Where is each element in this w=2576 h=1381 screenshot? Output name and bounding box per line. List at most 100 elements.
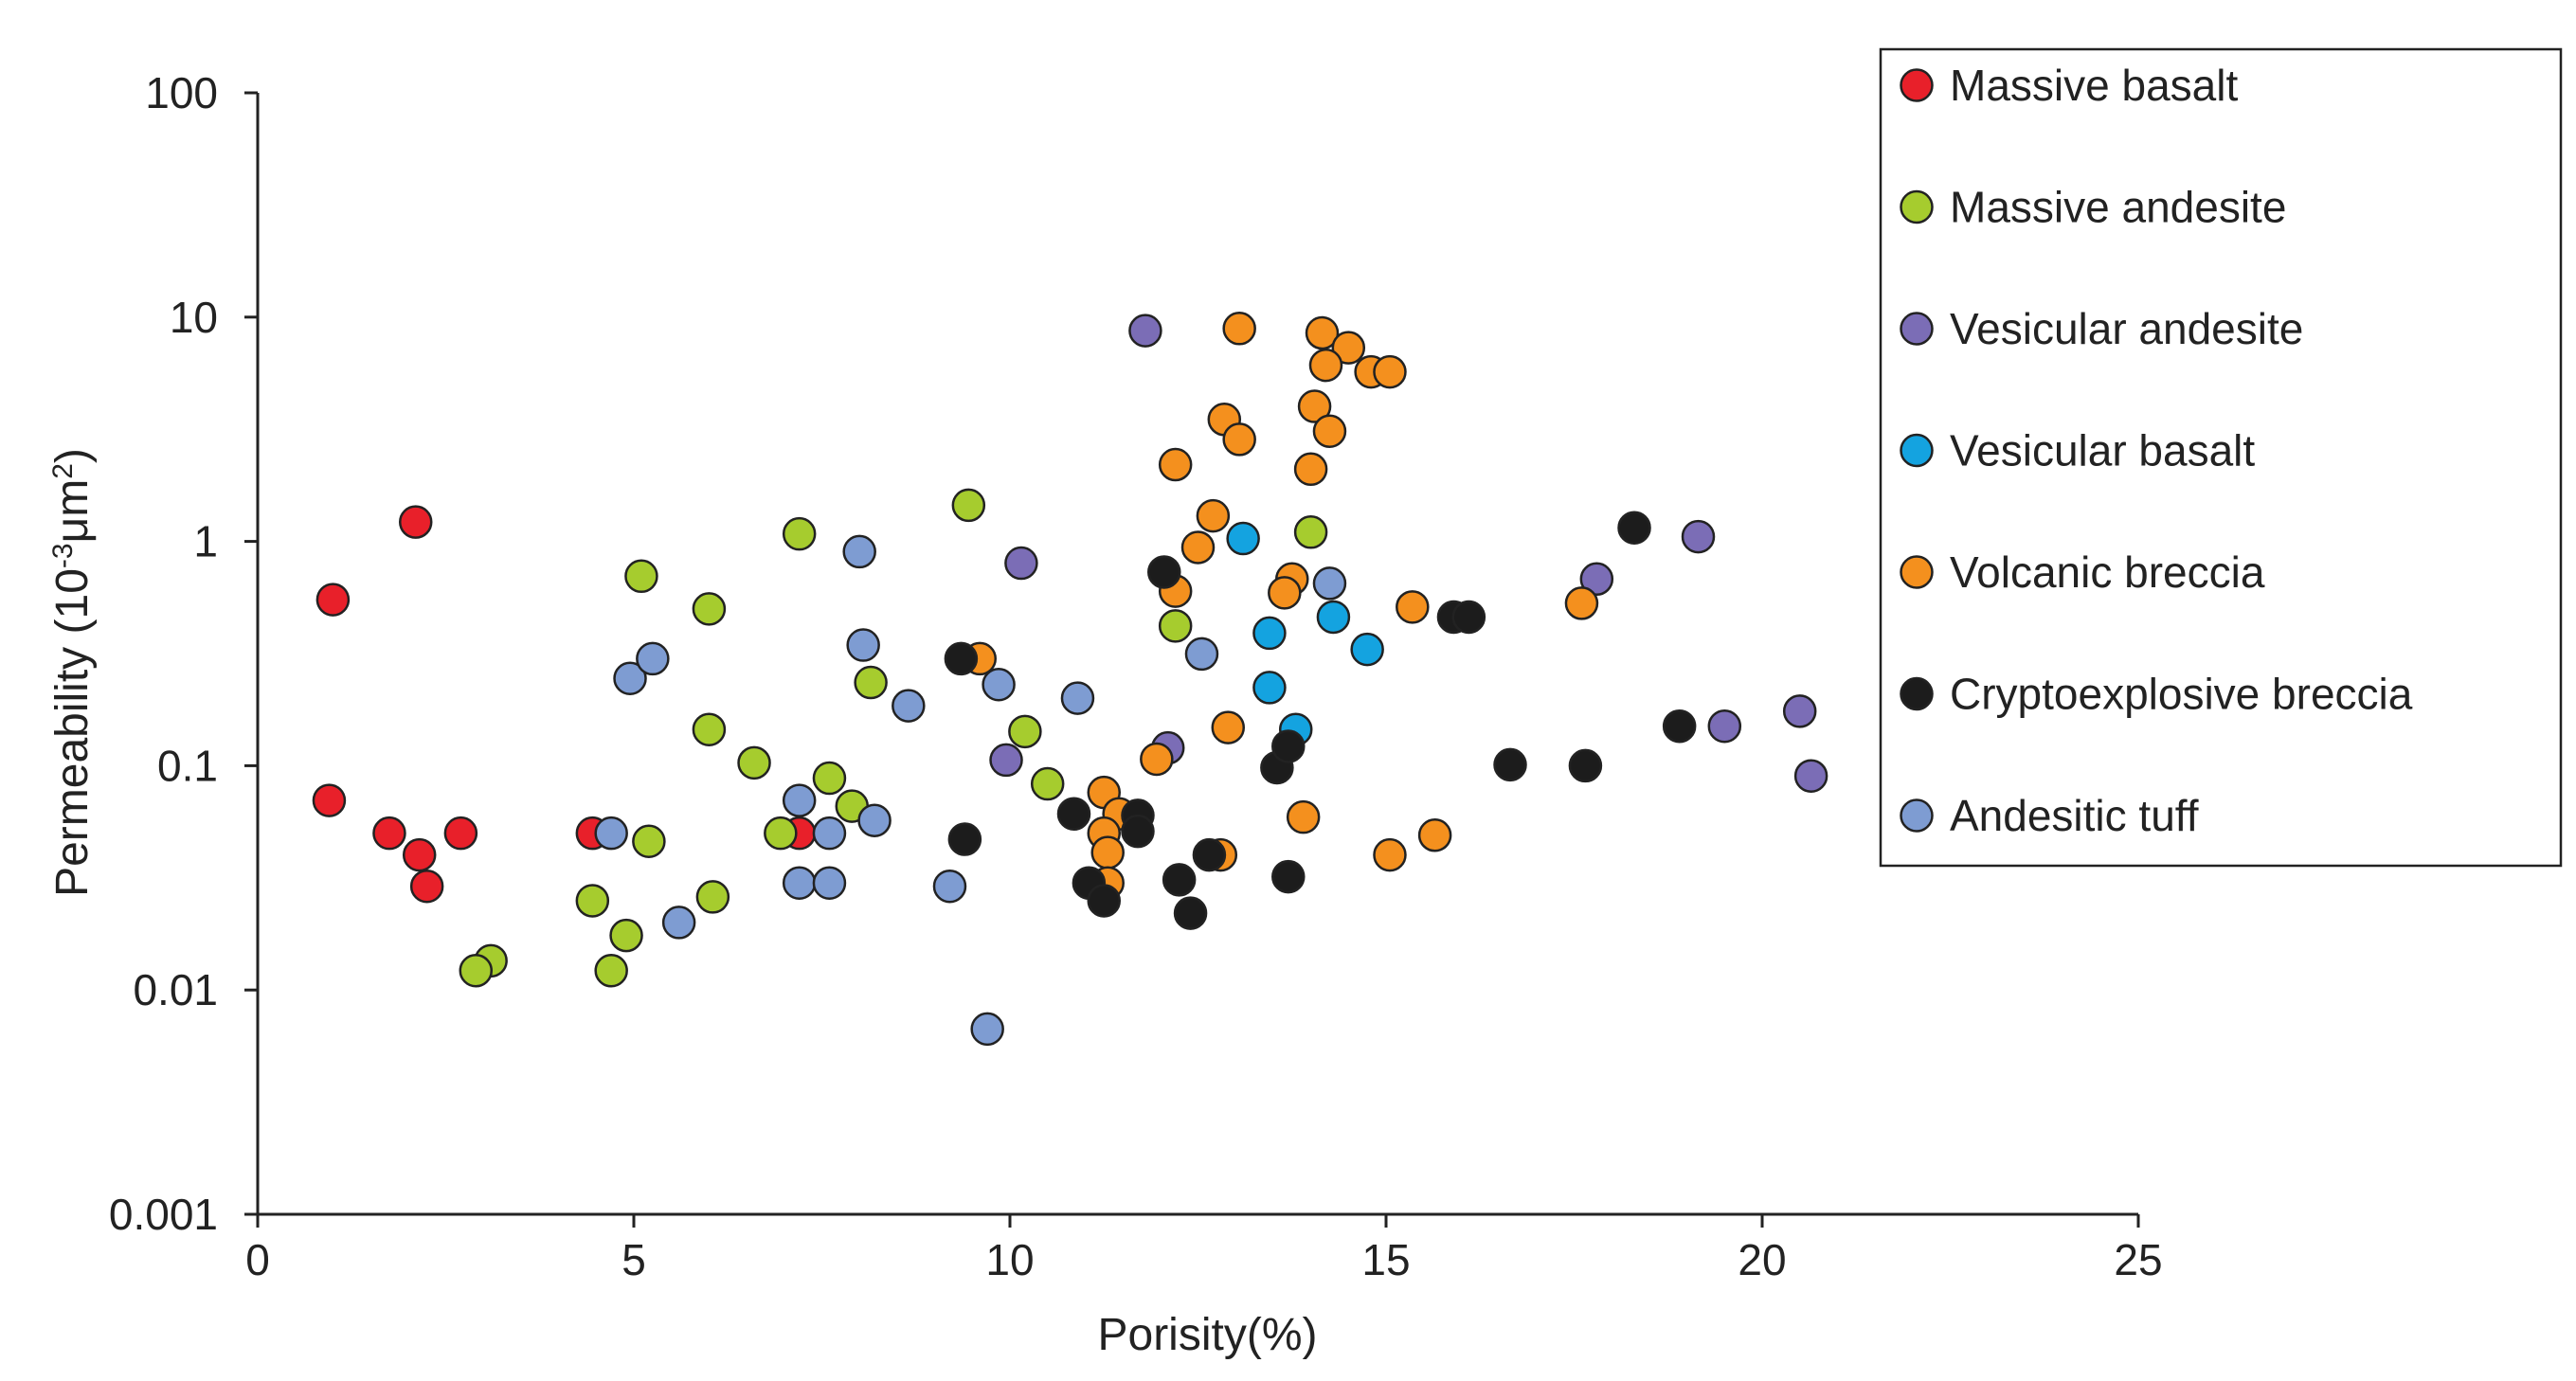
point-vesicular-andesite: [1793, 759, 1828, 793]
point-andesitic-tuff: [982, 667, 1016, 702]
point-andesitic-tuff: [812, 866, 847, 900]
point-andesitic-tuff: [1060, 681, 1095, 715]
point-volcanic-breccia: [1564, 586, 1599, 620]
y-axis-title-sup2: 2: [47, 463, 79, 479]
legend: Massive basalt Massive andesite Vesicular …: [1879, 47, 2563, 868]
legend-marker-vesicular-basalt: [1900, 433, 1934, 468]
point-cryptoexplosive-breccia: [1192, 837, 1227, 872]
point-cryptoexplosive-breccia: [1087, 884, 1121, 918]
legend-label-vesicular-basalt: Vesicular basalt: [1950, 426, 2255, 475]
y-tick-label: 10: [170, 293, 218, 342]
point-cryptoexplosive-breccia: [1662, 708, 1697, 744]
x-axis-title: Porisity(%): [1097, 1310, 1317, 1360]
point-massive-andesite: [459, 954, 494, 988]
point-massive-andesite: [624, 559, 658, 594]
point-massive-basalt: [402, 837, 437, 872]
point-massive-andesite: [632, 824, 666, 859]
y-axis-title-main: Permeability (10: [47, 568, 98, 897]
point-vesicular-andesite: [1004, 546, 1038, 581]
point-massive-andesite: [812, 761, 847, 796]
point-andesitic-tuff: [846, 628, 880, 662]
point-andesitic-tuff: [970, 1012, 1004, 1047]
point-andesitic-tuff: [636, 641, 670, 676]
point-massive-basalt: [312, 783, 347, 817]
legend-box: [1879, 47, 2563, 868]
x-tick-label: 10: [985, 1235, 1034, 1284]
point-vesicular-andesite: [1681, 519, 1716, 554]
point-massive-andesite: [692, 592, 727, 626]
point-volcanic-breccia: [1293, 452, 1328, 487]
legend-marker-andesitic-tuff: [1900, 798, 1934, 833]
y-tick-label: 0.001: [109, 1190, 218, 1239]
point-volcanic-breccia: [1222, 312, 1256, 346]
point-volcanic-breccia: [1396, 590, 1430, 624]
point-cryptoexplosive-breccia: [1173, 896, 1208, 930]
point-volcanic-breccia: [1297, 389, 1332, 423]
point-massive-andesite: [764, 816, 798, 851]
point-massive-andesite: [695, 880, 730, 914]
x-tick-label: 0: [245, 1235, 270, 1284]
point-volcanic-breccia: [1196, 498, 1231, 533]
point-massive-andesite: [1158, 609, 1193, 643]
point-massive-andesite: [951, 488, 986, 523]
point-vesicular-basalt: [1252, 671, 1287, 705]
point-andesitic-tuff: [812, 816, 847, 851]
point-cryptoexplosive-breccia: [1493, 747, 1527, 782]
point-andesitic-tuff: [857, 803, 892, 837]
axis-ticks: 0 5 10 15 20 25 0.001 0.01 0.1 1 10 100: [109, 68, 2163, 1284]
point-cryptoexplosive-breccia: [1162, 863, 1197, 897]
point-volcanic-breccia: [1305, 315, 1340, 350]
point-massive-andesite: [609, 918, 643, 953]
point-andesitic-tuff: [782, 783, 817, 817]
x-tick-label: 5: [621, 1235, 646, 1284]
point-andesitic-tuff: [842, 534, 876, 569]
legend-marker-vesicular-andesite: [1900, 312, 1934, 346]
point-cryptoexplosive-breccia: [1271, 859, 1306, 894]
point-cryptoexplosive-breccia: [1617, 511, 1651, 545]
point-vesicular-andesite: [989, 743, 1023, 778]
x-tick-label: 25: [2114, 1235, 2162, 1284]
point-massive-basalt: [443, 816, 478, 851]
point-volcanic-breccia: [1180, 530, 1216, 565]
legend-label-cryptoexplosive-breccia: Cryptoexplosive breccia: [1950, 670, 2413, 719]
point-massive-andesite: [575, 884, 610, 918]
y-tick-label: 100: [145, 68, 218, 117]
point-cryptoexplosive-breccia: [947, 822, 982, 856]
point-andesitic-tuff: [594, 816, 628, 851]
point-massive-andesite: [692, 712, 727, 746]
point-volcanic-breccia: [1308, 348, 1343, 383]
y-axis-title-end: ): [47, 448, 98, 463]
point-andesitic-tuff: [613, 661, 647, 695]
point-vesicular-andesite: [1579, 562, 1614, 597]
x-tick-label: 20: [1738, 1235, 1786, 1284]
point-volcanic-breccia: [1090, 835, 1125, 870]
point-massive-basalt: [315, 583, 351, 617]
point-vesicular-andesite: [1707, 708, 1742, 744]
legend-label-vesicular-andesite: Vesicular andesite: [1950, 304, 2303, 353]
legend-marker-massive-andesite: [1900, 189, 1934, 224]
point-andesitic-tuff: [1312, 566, 1347, 601]
point-cryptoexplosive-breccia: [1271, 729, 1306, 763]
legend-marker-cryptoexplosive-breccia: [1900, 676, 1934, 711]
point-cryptoexplosive-breccia: [1451, 600, 1486, 635]
point-massive-andesite: [594, 954, 628, 988]
legend-label-volcanic-breccia: Volcanic breccia: [1950, 547, 2265, 597]
point-cryptoexplosive-breccia: [1056, 797, 1091, 831]
y-tick-label: 1: [193, 517, 218, 566]
y-axis-title: Permeability (10-3μm2): [47, 448, 99, 897]
point-vesicular-andesite: [1782, 694, 1817, 728]
point-volcanic-breccia: [1373, 354, 1407, 389]
point-volcanic-breccia: [1286, 799, 1321, 834]
legend-marker-massive-basalt: [1900, 68, 1934, 102]
point-massive-basalt: [398, 505, 433, 539]
point-massive-andesite: [737, 745, 771, 780]
data-points: [312, 312, 1828, 1047]
point-vesicular-basalt: [1252, 616, 1287, 651]
point-cryptoexplosive-breccia: [944, 641, 979, 676]
point-andesitic-tuff: [782, 866, 817, 900]
y-tick-label: 0.01: [133, 965, 218, 1014]
point-volcanic-breccia: [1312, 414, 1347, 448]
point-andesitic-tuff: [661, 906, 696, 940]
point-cryptoexplosive-breccia: [1568, 748, 1603, 783]
